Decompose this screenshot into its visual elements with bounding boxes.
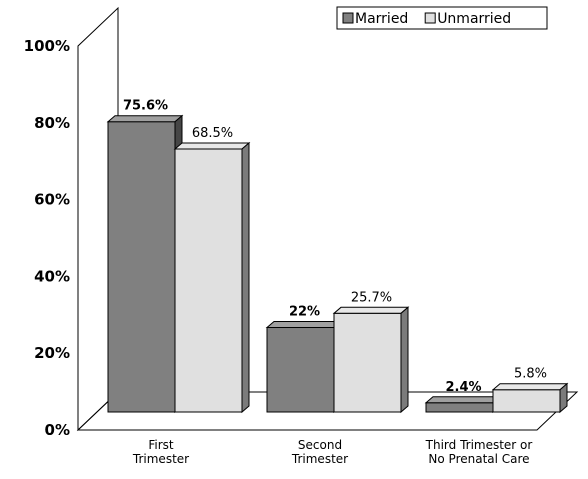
legend-swatch bbox=[424, 12, 436, 24]
legend-swatch bbox=[342, 12, 354, 24]
x-tick-label: No Prenatal Care bbox=[428, 452, 529, 466]
legend-box bbox=[336, 6, 548, 30]
bar-unmarried-2 bbox=[332, 306, 410, 414]
y-tick-label: 40% bbox=[34, 267, 70, 285]
data-label: 25.7% bbox=[351, 290, 392, 305]
bar-top bbox=[106, 115, 184, 123]
x-tick-label: Trimester bbox=[291, 452, 348, 466]
bars bbox=[106, 114, 569, 414]
legend[interactable]: Married Unmarried bbox=[336, 6, 548, 30]
bar-unmarried-1 bbox=[173, 141, 251, 414]
y-tick-label: 60% bbox=[34, 191, 70, 209]
bar-unmarried-3 bbox=[491, 382, 569, 414]
bar-top bbox=[424, 396, 502, 404]
bar-top bbox=[491, 383, 569, 391]
bar-front bbox=[266, 327, 335, 413]
data-label: 75.6% bbox=[123, 99, 168, 114]
bar-top bbox=[265, 321, 343, 329]
y-tick-label: 100% bbox=[24, 37, 70, 55]
data-label: 5.8% bbox=[514, 367, 547, 382]
bar-side bbox=[559, 382, 568, 414]
legend-label: Married bbox=[355, 11, 408, 27]
bar-top bbox=[173, 142, 251, 150]
data-label: 2.4% bbox=[445, 380, 481, 395]
data-labels: 75.6% 68.5% 22% 25.7% 2.4% 5.8% bbox=[123, 99, 547, 395]
bar-side bbox=[241, 141, 250, 414]
y-axis: 0% 20% 40% 60% 80% 100% bbox=[24, 37, 70, 439]
bar-married-1 bbox=[106, 114, 184, 414]
data-label: 68.5% bbox=[192, 126, 233, 141]
x-tick-label: Second bbox=[298, 438, 342, 452]
bar-front bbox=[333, 312, 402, 413]
bar-front bbox=[107, 121, 176, 413]
bar-front bbox=[425, 402, 494, 413]
y-tick-label: 20% bbox=[34, 344, 70, 362]
bar-top bbox=[332, 306, 410, 314]
x-tick-label: Trimester bbox=[132, 452, 189, 466]
legend-label: Unmarried bbox=[437, 11, 511, 27]
bar-married-3 bbox=[424, 395, 502, 414]
y-tick-label: 80% bbox=[34, 114, 70, 132]
bar-front bbox=[174, 148, 243, 413]
bar-married-2 bbox=[265, 320, 343, 414]
floor bbox=[76, 391, 579, 431]
data-label: 22% bbox=[289, 305, 320, 320]
y-tick-label: 0% bbox=[45, 421, 70, 439]
x-tick-label: Third Trimester or bbox=[425, 438, 533, 452]
bar-side bbox=[400, 306, 409, 414]
x-tick-label: First bbox=[148, 438, 174, 452]
bar-front bbox=[492, 389, 561, 413]
